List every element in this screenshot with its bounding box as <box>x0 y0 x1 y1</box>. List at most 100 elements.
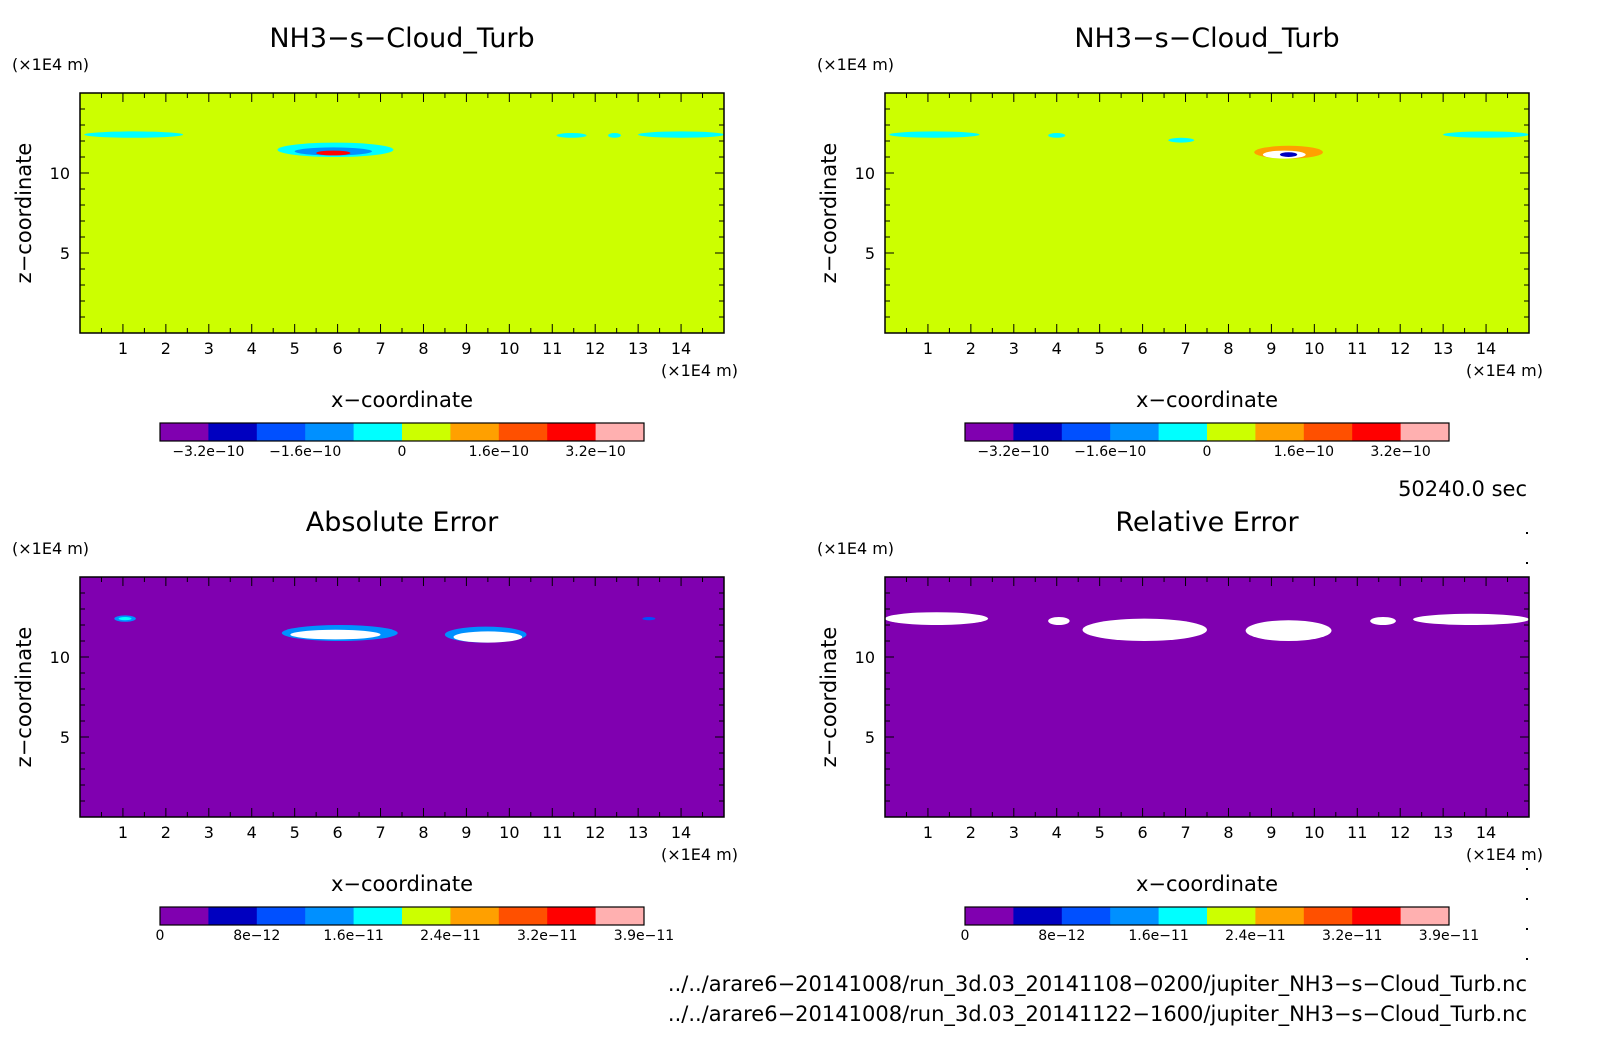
field-feature <box>638 131 724 138</box>
field-feature <box>1168 137 1195 143</box>
panel-title: NH3−s−Cloud_Turb <box>269 23 534 54</box>
y-tick-label: 5 <box>865 728 875 747</box>
x-tick-label: 10 <box>499 339 519 358</box>
colorbar-swatch <box>256 907 306 925</box>
field-feature <box>1413 613 1530 626</box>
x-tick-label: 3 <box>204 823 214 842</box>
x-tick-label: 9 <box>1266 339 1276 358</box>
y-unit-label: (×1E4 m) <box>817 55 894 74</box>
panel-title: Absolute Error <box>306 507 499 538</box>
colorbar-swatch <box>1303 423 1353 441</box>
colorbar-swatch <box>498 423 548 441</box>
field-feature <box>84 131 184 138</box>
colorbar-swatch <box>965 907 1014 925</box>
x-tick-label: 1 <box>118 339 128 358</box>
y-unit-label: (×1E4 m) <box>817 539 894 558</box>
x-tick-label: 7 <box>1180 339 1190 358</box>
colorbar-swatch <box>402 423 451 441</box>
colorbar-swatch <box>1352 423 1402 441</box>
field-feature <box>642 617 656 621</box>
colorbar-frame <box>159 906 645 926</box>
x-tick-label: 11 <box>542 339 562 358</box>
colorbar-swatch <box>256 423 306 441</box>
x-tick-label: 8 <box>418 339 428 358</box>
colorbar-swatch <box>160 423 209 441</box>
colorbar-label: −1.6e−10 <box>269 444 341 460</box>
colorbar-swatch <box>353 423 403 441</box>
colorbar-swatch <box>450 907 500 925</box>
plot-field <box>885 93 1529 333</box>
field-feature <box>1048 133 1066 138</box>
x-tick-label: 13 <box>1433 823 1453 842</box>
x-tick-label: 2 <box>966 823 976 842</box>
x-axis-label: x−coordinate <box>331 872 473 896</box>
y-axis-label: z−coordinate <box>817 143 841 284</box>
y-tick-label: 10 <box>50 648 70 667</box>
x-tick-label: 8 <box>1223 823 1233 842</box>
colorbar-swatch <box>1110 907 1160 925</box>
x-tick-label: 5 <box>1095 339 1105 358</box>
x-tick-label: 7 <box>375 823 385 842</box>
x-unit-label: (×1E4 m) <box>1466 361 1543 380</box>
x-tick-label: 2 <box>161 823 171 842</box>
colorbar-swatch <box>595 423 645 441</box>
x-tick-label: 4 <box>247 823 257 842</box>
plot-field <box>80 93 724 333</box>
colorbar-swatch <box>1303 907 1353 925</box>
field-feature <box>556 133 587 138</box>
x-axis-label: x−coordinate <box>331 388 473 412</box>
field-feature <box>1082 618 1208 641</box>
colorbar-swatch <box>1255 907 1305 925</box>
x-unit-label: (×1E4 m) <box>661 845 738 864</box>
x-tick-label: 6 <box>333 823 343 842</box>
colorbar-label: 0 <box>1203 444 1212 460</box>
y-axis-label: z−coordinate <box>817 627 841 768</box>
colorbar-swatch <box>1158 423 1208 441</box>
colorbar-label: 3.2e−11 <box>517 928 577 944</box>
colorbar-swatch <box>1110 423 1160 441</box>
file-path-2: ../../arare6−20141008/run_3d.03_20141122… <box>668 1002 1527 1027</box>
x-tick-label: 9 <box>1266 823 1276 842</box>
x-tick-label: 10 <box>1304 823 1324 842</box>
y-tick-label: 10 <box>855 164 875 183</box>
colorbar-frame <box>159 422 645 442</box>
x-tick-label: 3 <box>204 339 214 358</box>
x-tick-label: 5 <box>290 339 300 358</box>
x-tick-label: 2 <box>161 339 171 358</box>
colorbar-label: 0 <box>156 928 165 944</box>
colorbar-label: 3.9e−11 <box>1419 928 1479 944</box>
y-axis-label: z−coordinate <box>12 627 36 768</box>
colorbar-label: 2.4e−11 <box>1225 928 1285 944</box>
x-tick-label: 14 <box>1476 823 1496 842</box>
x-tick-label: 10 <box>1304 339 1324 358</box>
field-feature <box>1279 152 1298 158</box>
field-feature <box>316 150 351 156</box>
x-tick-label: 7 <box>375 339 385 358</box>
y-unit-label: (×1E4 m) <box>12 55 89 74</box>
colorbar-label: 0 <box>398 444 407 460</box>
field-feature <box>290 629 381 640</box>
x-tick-label: 3 <box>1009 339 1019 358</box>
x-tick-label: 6 <box>1138 823 1148 842</box>
panel-top-left: NH3−s−Cloud_Turb(×1E4 m)(×1E4 m)1 2 3 4 5 6 7 8… <box>12 23 738 460</box>
colorbar-label: 8e−12 <box>1038 928 1085 944</box>
colorbar-swatch <box>1013 423 1063 441</box>
x-tick-label: 7 <box>1180 823 1190 842</box>
colorbar-swatch <box>160 907 209 925</box>
colorbar-swatch <box>1400 423 1450 441</box>
x-tick-label: 12 <box>1390 823 1410 842</box>
x-tick-label: 8 <box>1223 339 1233 358</box>
x-tick-label: 4 <box>247 339 257 358</box>
x-tick-label: 13 <box>1433 339 1453 358</box>
x-tick-label: 12 <box>585 823 605 842</box>
field-feature <box>1245 620 1332 641</box>
colorbar-label: 8e−12 <box>233 928 280 944</box>
colorbar-label: 1.6e−10 <box>1274 444 1334 460</box>
x-tick-label: 5 <box>1095 823 1105 842</box>
colorbar-swatch <box>402 907 451 925</box>
panel-top-right: NH3−s−Cloud_Turb(×1E4 m)(×1E4 m)1 2 3 4 5 6 7 8… <box>817 23 1543 460</box>
x-tick-label: 9 <box>461 823 471 842</box>
field-feature <box>118 617 132 621</box>
colorbar-swatch <box>547 907 597 925</box>
x-tick-label: 8 <box>418 823 428 842</box>
